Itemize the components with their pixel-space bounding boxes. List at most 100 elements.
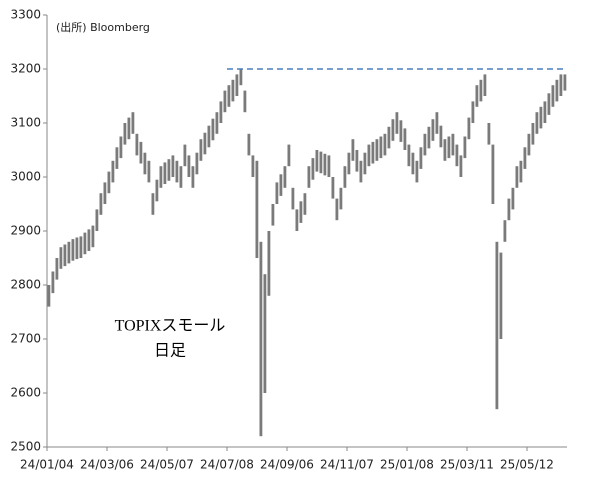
price-bar [219,101,223,123]
price-bar [59,247,63,269]
price-bar [403,128,407,150]
price-bar [339,187,343,210]
price-bar [275,182,279,204]
price-bar [407,144,411,167]
price-bar [207,125,211,148]
price-bar [139,141,143,164]
price-bar [295,209,299,231]
price-bar [399,120,403,142]
price-bar [383,133,387,156]
price-bar [223,90,227,113]
price-bar [143,152,147,175]
x-tick-label: 25/03/11 [440,458,494,472]
price-bar [539,106,543,129]
price-bar [203,132,207,155]
y-tick-label: 2900 [10,224,41,238]
price-bar [183,144,187,167]
price-bar [279,174,283,196]
price-bar [323,153,327,176]
y-tick-label: 2800 [10,278,41,292]
x-tick-label: 25/01/08 [380,458,434,472]
price-bar [467,117,471,140]
price-bar [147,160,151,183]
price-bar [131,112,135,134]
price-bar [411,152,415,175]
price-bar [351,139,355,161]
price-bar [415,160,419,183]
x-tick-label: 24/03/06 [80,458,134,472]
x-tick-label: 24/07/08 [200,458,254,472]
price-bar [343,166,347,188]
price-bar [475,85,479,107]
price-bar [503,220,507,242]
annotation: TOPIXスモール [115,318,226,335]
price-bar [443,139,447,161]
price-bar [455,144,459,167]
price-bar [95,209,99,231]
price-bar [471,101,475,123]
price-bar [79,236,83,258]
price-bar [235,74,239,96]
price-bar [395,112,399,134]
y-tick-label: 2700 [10,332,41,346]
price-bar [103,182,107,204]
price-bar [459,155,463,177]
price-bar [175,160,179,183]
price-bar [123,123,127,145]
price-bar [515,166,519,188]
price-bar [427,126,431,149]
price-bar [251,155,255,177]
price-bar [563,74,567,91]
price-bar [71,239,75,261]
price-bar [91,225,95,248]
price-bar [247,133,251,156]
price-bar [555,79,559,102]
price-bar [319,151,323,174]
price-bar [115,147,119,169]
price-bar [243,90,247,113]
price-bar [547,93,551,115]
price-bar [191,166,195,188]
price-bar [511,187,515,210]
price-bar [387,126,391,149]
price-bar [371,141,375,164]
price-bar [519,160,523,183]
price-bar [335,198,339,221]
price-bar [423,133,427,156]
price-bar [287,144,291,167]
x-tick-label: 24/11/07 [320,458,374,472]
price-bar [327,155,331,177]
price-bar [163,162,167,185]
price-bar [55,258,59,280]
price-bar [391,119,395,141]
x-tick-label: 24/05/07 [140,458,194,472]
price-bar [127,117,131,140]
price-bar [151,193,155,215]
price-bar [267,231,271,296]
price-bar [167,159,171,181]
price-bar [111,160,115,183]
price-bar [303,193,307,215]
price-bar [451,133,455,156]
price-bar [551,85,555,107]
price-bar [171,155,175,177]
price-bar [355,150,359,172]
price-bar [67,241,71,264]
price-bar [483,74,487,96]
price-bar [215,112,219,134]
x-tick-label: 25/05/12 [500,458,554,472]
price-bar [259,241,263,437]
price-bar [211,118,215,141]
y-tick-label: 3100 [10,116,41,130]
price-bar [159,166,163,188]
price-bar [51,271,55,294]
price-bar [283,166,287,188]
price-bar [299,201,303,223]
price-bar [495,241,499,410]
annotation: 日足 [154,343,186,360]
price-bar [431,119,435,141]
price-bar [375,139,379,161]
y-tick-label: 2600 [10,386,41,400]
price-bar [199,139,203,161]
